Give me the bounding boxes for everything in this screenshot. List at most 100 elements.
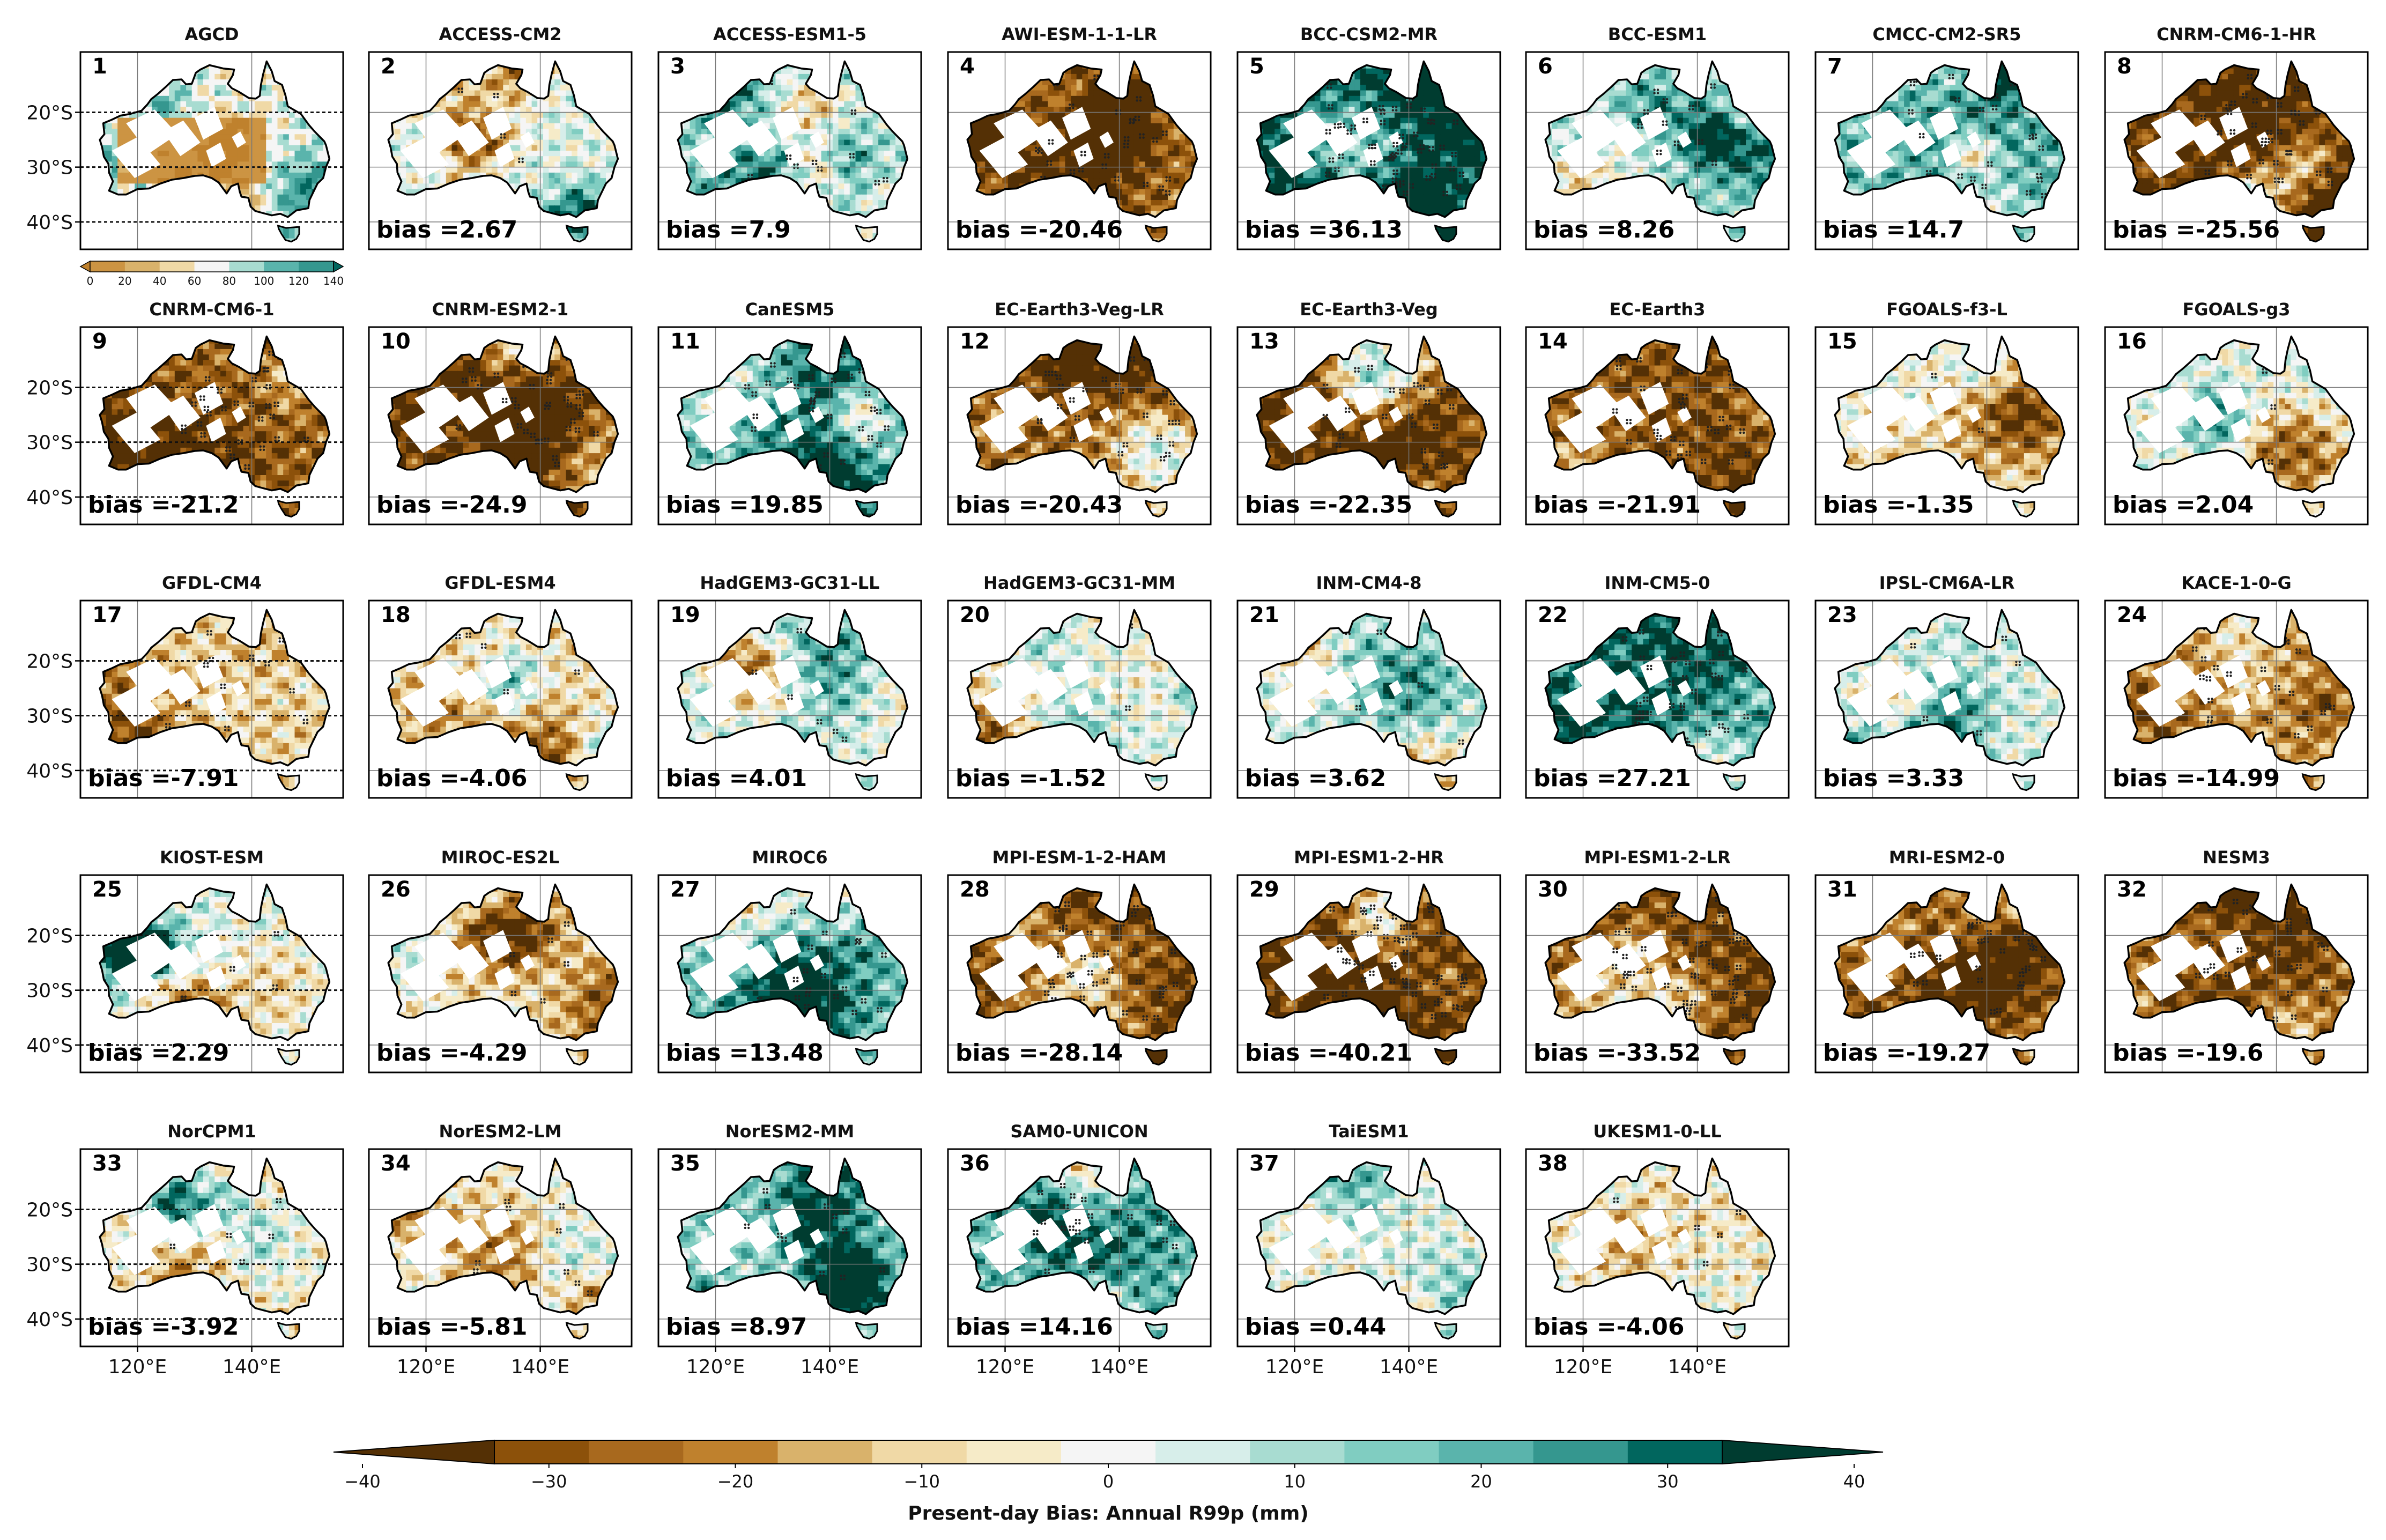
field-cell [798, 161, 805, 167]
field-cell [169, 189, 175, 195]
field-cell [1048, 69, 1054, 75]
field-cell [1065, 74, 1071, 80]
field-cell [873, 129, 879, 135]
field-cell [895, 227, 902, 233]
field-cell [152, 200, 158, 206]
field-cell [878, 91, 885, 97]
field-cell [243, 167, 250, 173]
field-cell [278, 178, 284, 184]
obs-colorbar-tick-label: 60 [188, 275, 201, 287]
field-cell [306, 134, 313, 140]
obs-colorbar-tick-label: 80 [223, 275, 236, 287]
field-cell [873, 161, 879, 167]
field-cell [730, 85, 736, 91]
field-cell [1048, 63, 1054, 69]
field-cell [112, 222, 118, 228]
field-cell [180, 85, 187, 91]
field-cell [140, 178, 147, 184]
field-cell [572, 151, 578, 157]
field-cell [1048, 96, 1054, 102]
field-cell [736, 205, 742, 211]
field-cell [543, 57, 550, 63]
field-cell [192, 85, 198, 91]
field-cell [839, 178, 845, 184]
field-cell [1019, 69, 1026, 75]
obs-colorbar-tick-label: 20 [118, 275, 131, 287]
field-cell [612, 227, 618, 233]
field-cell [463, 63, 470, 69]
field-cell [901, 178, 908, 184]
field-cell [861, 151, 868, 157]
field-cell [595, 178, 601, 184]
field-cell [435, 205, 441, 211]
field-cell [856, 96, 862, 102]
field-cell [180, 205, 187, 211]
field-cell [775, 161, 782, 167]
field-cell [323, 183, 330, 189]
field-cell [498, 57, 504, 63]
field-cell [690, 91, 696, 97]
field-cell [129, 233, 136, 239]
field-cell [595, 57, 601, 63]
field-cell [383, 178, 390, 184]
field-cell [684, 145, 691, 151]
field-cell [164, 200, 170, 206]
field-cell [1179, 79, 1185, 85]
significance-dot [885, 79, 887, 81]
field-cell [1139, 85, 1146, 91]
field-cell [844, 140, 850, 146]
field-cell [600, 107, 606, 113]
field-cell [549, 151, 555, 157]
field-cell [798, 217, 805, 223]
field-cell [323, 222, 330, 228]
field-cell [106, 227, 113, 233]
field-cell [158, 173, 164, 179]
field-cell [878, 233, 885, 239]
field-cell [146, 74, 153, 80]
field-cell [509, 134, 515, 140]
field-cell [175, 69, 181, 75]
significance-dot [853, 156, 855, 158]
field-cell [317, 101, 324, 107]
significance-dot [878, 180, 880, 182]
field-cell [186, 63, 192, 69]
field-cell [873, 85, 879, 91]
field-cell [612, 79, 618, 85]
field-cell [543, 151, 550, 157]
field-cell [95, 91, 101, 97]
field-cell [690, 156, 696, 162]
field-cell [164, 74, 170, 80]
field-cell [452, 183, 458, 189]
field-cell [480, 57, 487, 63]
field-cell [261, 156, 267, 162]
significance-dot [797, 164, 799, 166]
field-cell [289, 156, 295, 162]
field-cell [606, 161, 612, 167]
field-cell [724, 69, 731, 75]
field-cell [429, 195, 435, 201]
field-cell [226, 123, 233, 129]
field-cell [861, 74, 868, 80]
field-cell [566, 129, 573, 135]
field-cell [821, 79, 828, 85]
significance-dot [789, 158, 791, 160]
field-cell [577, 134, 584, 140]
field-cell [272, 183, 278, 189]
field-cell [589, 96, 595, 102]
field-cell [543, 222, 550, 228]
field-cell [452, 69, 458, 75]
field-cell [395, 205, 401, 211]
field-cell [1042, 69, 1049, 75]
field-cell [612, 195, 618, 201]
field-cell [283, 112, 290, 118]
field-cell [469, 183, 475, 189]
field-cell [389, 173, 395, 179]
field-cell [317, 151, 324, 157]
field-cell [583, 74, 590, 80]
field-cell [804, 227, 811, 233]
field-cell [612, 63, 618, 69]
field-cell [158, 205, 164, 211]
field-cell [775, 183, 782, 189]
field-cell [526, 96, 532, 102]
